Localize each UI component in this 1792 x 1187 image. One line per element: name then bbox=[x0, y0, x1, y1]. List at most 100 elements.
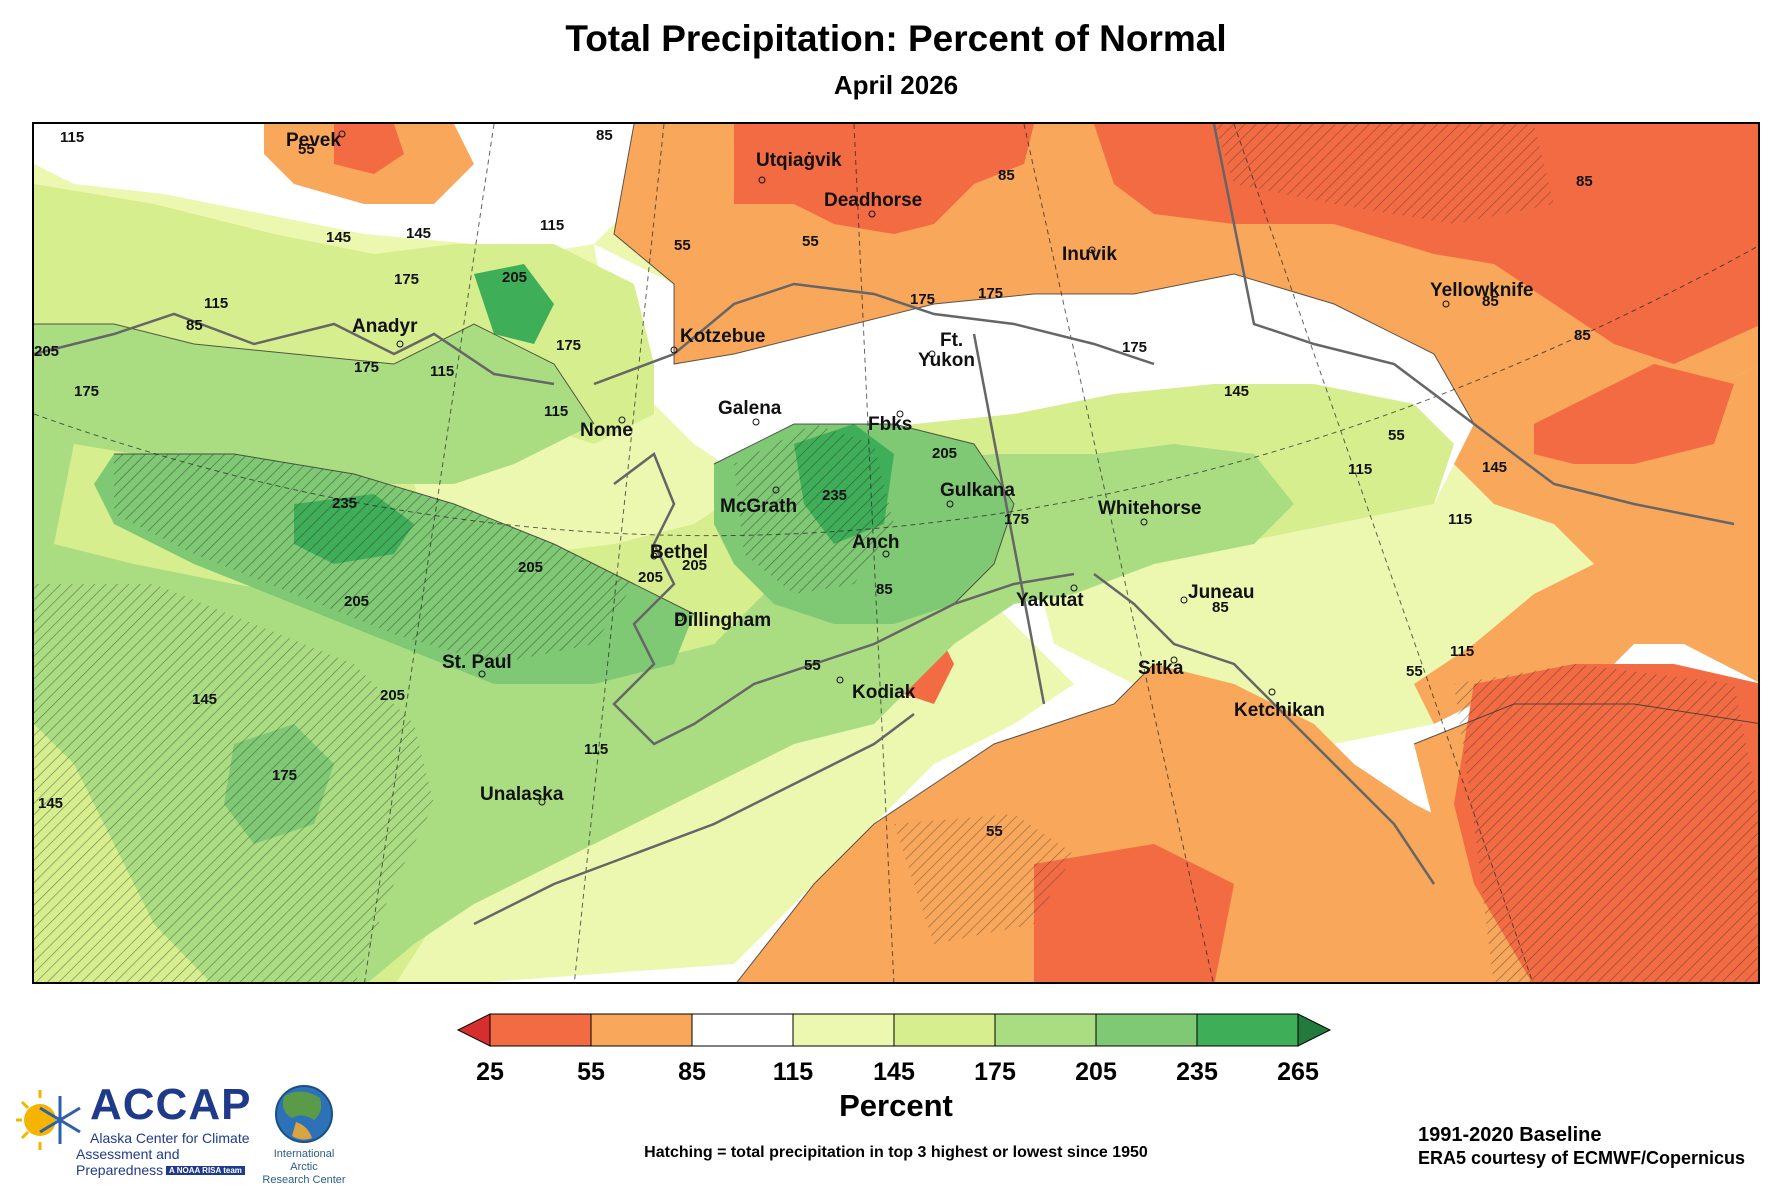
precipitation-map: Pevek Utqiaġvik Deadhorse Inuvik Yellowk… bbox=[32, 122, 1760, 984]
contour-labels: 115 55 85 85 145 145 115 55 85 115 55 17… bbox=[34, 127, 1593, 840]
colorbar-tick-label: 175 bbox=[974, 1058, 1016, 1086]
city-label: Sitka bbox=[1138, 658, 1184, 679]
contour-label: 145 bbox=[1482, 459, 1507, 476]
iarc-line-1: International Arctic bbox=[273, 1148, 335, 1173]
contour-label: 85 bbox=[876, 581, 893, 598]
contour-label: 175 bbox=[394, 271, 419, 288]
city-label: Whitehorse bbox=[1098, 498, 1201, 519]
colorbar-over-arrow bbox=[1297, 1013, 1332, 1047]
colorbar-segment bbox=[691, 1013, 794, 1047]
colorbar-unit-label: Percent bbox=[839, 1088, 953, 1123]
city-label: Yellowknife bbox=[1430, 280, 1533, 301]
hatch-southwest bbox=[34, 584, 434, 982]
city-label: Utqiaġvik bbox=[756, 150, 842, 171]
hatch-northeast bbox=[1214, 124, 1554, 224]
colorbar-tick-label: 25 bbox=[476, 1058, 504, 1086]
contour-label: 205 bbox=[380, 687, 405, 704]
contour-label: 55 bbox=[1406, 663, 1423, 680]
accap-subtitle-2: Assessment and Preparedness bbox=[76, 1146, 180, 1178]
contour-label: 85 bbox=[1482, 293, 1499, 310]
contour-label: 205 bbox=[518, 559, 543, 576]
city-label: Inuvik bbox=[1062, 244, 1117, 265]
colorbar bbox=[454, 1010, 1334, 1055]
contour-label: 175 bbox=[272, 767, 297, 784]
contour-label: 145 bbox=[326, 229, 351, 246]
city-label: Unalaska bbox=[480, 784, 564, 805]
colorbar-segment bbox=[994, 1013, 1097, 1047]
contour-label: 235 bbox=[822, 487, 847, 504]
hatch-bering bbox=[114, 454, 634, 664]
city-label: Galena bbox=[718, 398, 782, 419]
iarc-text: International Arctic Research Center bbox=[262, 1148, 346, 1187]
city-label: Kotzebue bbox=[680, 326, 766, 347]
accap-name: ACCAP bbox=[90, 1080, 252, 1129]
colorbar-segment bbox=[489, 1013, 592, 1047]
contour-label: 55 bbox=[804, 657, 821, 674]
iarc-logo: International Arctic Research Center bbox=[262, 1082, 346, 1186]
map-svg: Pevek Utqiaġvik Deadhorse Inuvik Yellowk… bbox=[34, 124, 1758, 982]
contour-label: 145 bbox=[406, 225, 431, 242]
colorbar-tick-label: 265 bbox=[1277, 1058, 1319, 1086]
colorbar-tick-label: 85 bbox=[678, 1058, 706, 1086]
colorbar-tick-label: 115 bbox=[772, 1058, 814, 1086]
region-red-north bbox=[734, 124, 1034, 234]
contour-label: 205 bbox=[638, 569, 663, 586]
contour-label: 55 bbox=[674, 237, 691, 254]
contour-label: 55 bbox=[298, 141, 315, 158]
accap-subtitle-1: Alaska Center for Climate bbox=[90, 1130, 250, 1146]
city-label: Gulkana bbox=[940, 480, 1015, 501]
contour-label: 175 bbox=[556, 337, 581, 354]
city-label: Kodiak bbox=[852, 682, 916, 703]
contour-label: 55 bbox=[802, 233, 819, 250]
region-red-east bbox=[1534, 364, 1734, 464]
colorbar-segment bbox=[792, 1013, 895, 1047]
map-title: Total Precipitation: Percent of Normal bbox=[565, 18, 1227, 59]
contour-label: 115 bbox=[60, 129, 84, 146]
iarc-line-2: Research Center bbox=[262, 1174, 346, 1186]
contour-label: 175 bbox=[1004, 511, 1029, 528]
contour-label: 175 bbox=[910, 291, 935, 308]
region-green-235-chukotka bbox=[474, 264, 554, 344]
city-label: Juneau bbox=[1188, 582, 1255, 603]
city-label: Fbks bbox=[868, 414, 912, 435]
hatching-note: Hatching = total precipitation in top 3 … bbox=[644, 1144, 1148, 1161]
city-label: Pevek bbox=[286, 130, 341, 151]
contour-label: 85 bbox=[1212, 599, 1229, 616]
contour-label: 145 bbox=[192, 691, 217, 708]
contour-label: 85 bbox=[998, 167, 1015, 184]
city-label: Dillingham bbox=[674, 610, 771, 631]
region-red-pevek bbox=[334, 124, 404, 174]
contour-label: 175 bbox=[354, 359, 379, 376]
contour-label: 55 bbox=[1388, 427, 1405, 444]
globe-icon bbox=[275, 1085, 333, 1143]
contour-label: 175 bbox=[74, 383, 99, 400]
city-label: Anch bbox=[852, 532, 900, 553]
city-label: Bethel bbox=[650, 542, 708, 563]
contour-label: 115 bbox=[430, 363, 454, 380]
city-markers bbox=[338, 130, 1450, 806]
colorbar-segment bbox=[893, 1013, 996, 1047]
sun-snowflake-icon bbox=[16, 1090, 81, 1150]
region-red-south bbox=[1034, 844, 1234, 982]
colorbar-segment bbox=[590, 1013, 693, 1047]
contour-label: 85 bbox=[596, 127, 613, 144]
contour-label: 145 bbox=[38, 795, 63, 812]
contour-label: 85 bbox=[1574, 327, 1591, 344]
contour-label: 145 bbox=[1224, 383, 1249, 400]
city-label: Yukon bbox=[918, 350, 975, 371]
city-label: Ketchikan bbox=[1234, 700, 1325, 721]
colorbar-segment bbox=[1095, 1013, 1198, 1047]
accap-tag: A NOAA RISA team bbox=[166, 1166, 245, 1175]
city-label: Yakutat bbox=[1016, 590, 1084, 611]
contour-label: 115 bbox=[1348, 461, 1372, 478]
city-label: St. Paul bbox=[442, 652, 512, 673]
contour-lines bbox=[34, 124, 1758, 982]
coastlines bbox=[34, 124, 1735, 926]
hatch-gulf bbox=[894, 814, 1074, 944]
hatch-interior bbox=[734, 424, 894, 594]
contour-label: 205 bbox=[344, 593, 369, 610]
colorbar-tick-label: 235 bbox=[1176, 1058, 1218, 1086]
contour-label: 235 bbox=[332, 495, 357, 512]
contour-label: 115 bbox=[1450, 643, 1474, 660]
contour-label: 175 bbox=[1122, 339, 1147, 356]
